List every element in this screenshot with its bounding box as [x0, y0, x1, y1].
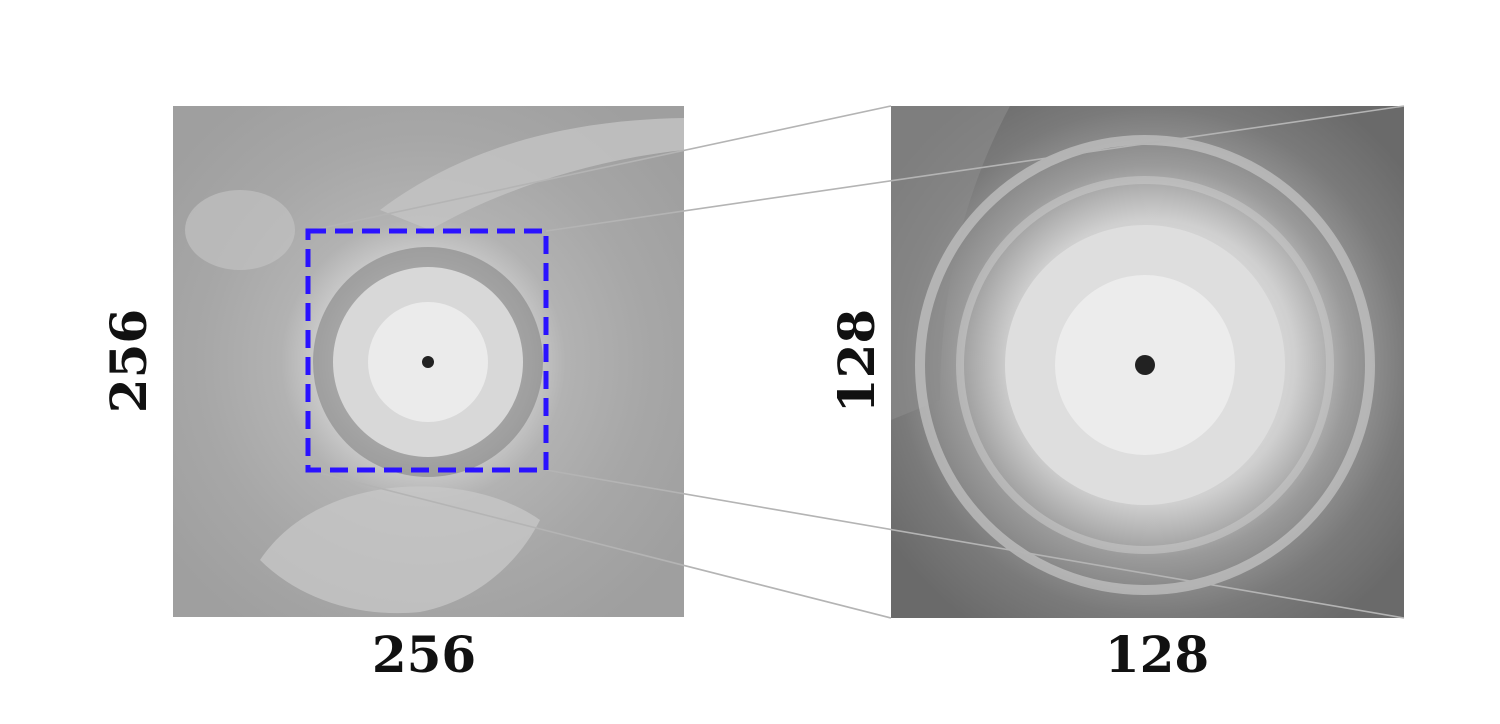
- eye-marker: [422, 356, 434, 368]
- crop-box: [305, 228, 549, 473]
- full-height-label: 256: [99, 309, 158, 413]
- connector-top-right: [545, 105, 1405, 232]
- crop-width-label: 128: [1105, 625, 1209, 684]
- connector-bottom-right: [545, 469, 1405, 619]
- eye-marker-zoomed: [1135, 355, 1155, 375]
- connector-lines: [307, 105, 1405, 619]
- connector-top-left: [307, 105, 892, 232]
- full-satellite-image: [173, 106, 684, 617]
- crop-height-label: 128: [827, 309, 886, 413]
- full-width-label: 256: [372, 625, 476, 684]
- connector-bottom-left: [307, 469, 892, 619]
- cropped-satellite-image: [891, 106, 1404, 618]
